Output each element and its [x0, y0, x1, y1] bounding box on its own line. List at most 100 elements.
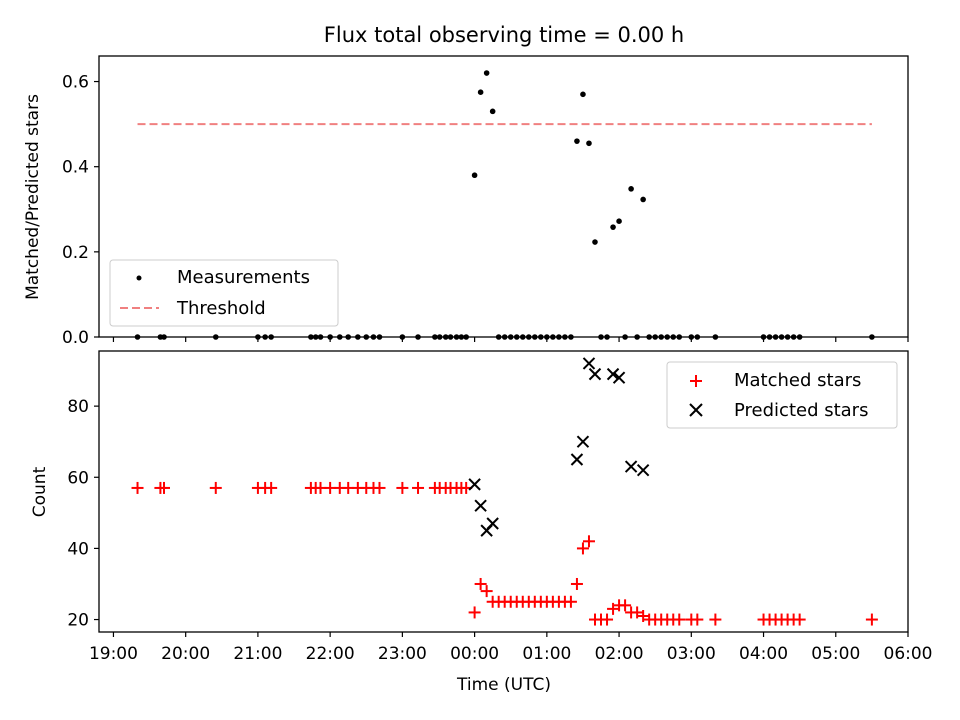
measurement-point — [355, 334, 361, 340]
measurement-point — [586, 140, 592, 147]
matched-star-point — [691, 613, 704, 626]
measurement-point — [640, 196, 646, 203]
measurement-point — [345, 334, 352, 340]
measurement-point — [436, 334, 443, 340]
x-tick-label: 19:00 — [89, 644, 138, 664]
matched-star-point — [131, 481, 144, 494]
x-tick-label: 05:00 — [811, 644, 860, 664]
legend-matched-marker — [690, 375, 702, 387]
predicted-star-point — [486, 517, 499, 530]
matched-star-point — [576, 542, 589, 555]
measurement-point — [262, 334, 268, 340]
y-tick-label: 80 — [67, 397, 89, 417]
legend-measurements-marker — [136, 275, 142, 281]
measurement-points — [134, 70, 875, 340]
measurement-point — [463, 334, 469, 340]
measurement-point — [525, 334, 532, 340]
matched-star-point — [209, 481, 222, 494]
measurement-point — [471, 172, 478, 179]
bottom-x-ticks: 19:00 20:00 21:00 22:00 23:00 00:00 01:00 02:00… — [89, 632, 933, 664]
measurement-point — [453, 334, 460, 340]
measurement-point — [778, 334, 785, 340]
matched-star-point — [607, 602, 620, 615]
predicted-star-point — [474, 499, 487, 512]
measurement-point — [308, 334, 314, 340]
measurement-point — [268, 334, 274, 340]
measurement-point — [688, 334, 695, 340]
y-tick-label: 0.6 — [62, 73, 89, 93]
x-tick-label: 01:00 — [522, 644, 571, 664]
legend-measurements-label: Measurements — [177, 267, 310, 288]
measurement-point — [134, 334, 141, 340]
matched-star-point — [582, 535, 595, 548]
predicted-star-point — [606, 367, 620, 381]
top-y-axis-label: Matched/Predicted stars — [23, 94, 43, 300]
predicted-star-point — [624, 460, 638, 473]
measurement-point — [544, 334, 550, 340]
matched-star-point — [564, 595, 577, 608]
measurement-point — [363, 334, 370, 340]
measurement-point — [458, 334, 465, 340]
x-tick-label: 02:00 — [595, 644, 644, 664]
measurement-point — [513, 334, 520, 340]
top-panel: Flux total observing time = 0.00 h 0.00.… — [23, 23, 909, 348]
measurement-point — [628, 186, 634, 192]
y-tick-label: 0.0 — [62, 328, 89, 348]
measurement-point — [550, 334, 556, 340]
x-tick-label: 00:00 — [450, 644, 499, 664]
matched-star-point — [637, 609, 650, 622]
matched-star-point — [865, 613, 878, 626]
matched-star-point — [480, 585, 493, 598]
measurement-point — [676, 334, 683, 340]
x-tick-label: 22:00 — [306, 644, 355, 664]
measurement-point — [501, 334, 508, 340]
measurement-point — [519, 334, 526, 340]
measurement-point — [255, 334, 261, 340]
measurement-point — [568, 334, 574, 340]
predicted-star-point — [570, 453, 584, 466]
top-y-ticks: 0.0 0.2 0.4 0.6 — [62, 73, 99, 348]
matched-star-point — [793, 613, 806, 626]
bottom-legend-box — [666, 361, 898, 429]
measurement-point — [574, 138, 580, 144]
matched-star-point — [468, 606, 481, 619]
measurement-point — [772, 334, 779, 340]
matched-star-point — [474, 577, 487, 590]
matched-star-point — [631, 606, 644, 619]
x-tick-label: 20:00 — [161, 644, 210, 664]
measurement-point — [376, 334, 383, 340]
x-tick-label: 03:00 — [667, 644, 716, 664]
matched-star-point — [158, 481, 171, 494]
measurement-point — [592, 239, 598, 245]
measurement-point — [760, 334, 767, 340]
y-tick-label: 60 — [67, 468, 89, 488]
measurement-point — [869, 334, 875, 340]
chart-title: Flux total observing time = 0.00 h — [324, 23, 684, 47]
matched-star-point — [709, 613, 722, 626]
measurement-point — [161, 334, 167, 340]
matched-star-point — [265, 481, 278, 494]
measurement-point — [784, 334, 791, 340]
measurement-point — [670, 334, 677, 340]
measurement-point — [447, 334, 454, 340]
measurement-point — [580, 91, 586, 98]
measurement-point — [312, 334, 319, 340]
matched-star-point — [619, 599, 632, 612]
measurement-point — [495, 334, 502, 340]
measurement-point — [652, 334, 658, 340]
measurement-point — [370, 334, 377, 340]
predicted-star-point — [576, 435, 590, 448]
measurement-point — [538, 334, 544, 340]
bottom-y-ticks: 20 40 60 80 — [67, 397, 99, 631]
measurement-point — [790, 334, 797, 340]
measurement-point — [634, 334, 640, 340]
legend-predicted-label: Predicted stars — [734, 400, 868, 421]
measurement-point — [317, 334, 324, 340]
measurement-point — [712, 334, 719, 340]
bottom-y-axis-label: Count — [30, 466, 50, 517]
measurement-point — [532, 334, 538, 340]
measurement-point — [796, 334, 803, 340]
measurement-point — [766, 334, 773, 340]
y-tick-label: 20 — [67, 611, 89, 631]
y-tick-label: 40 — [67, 539, 89, 559]
